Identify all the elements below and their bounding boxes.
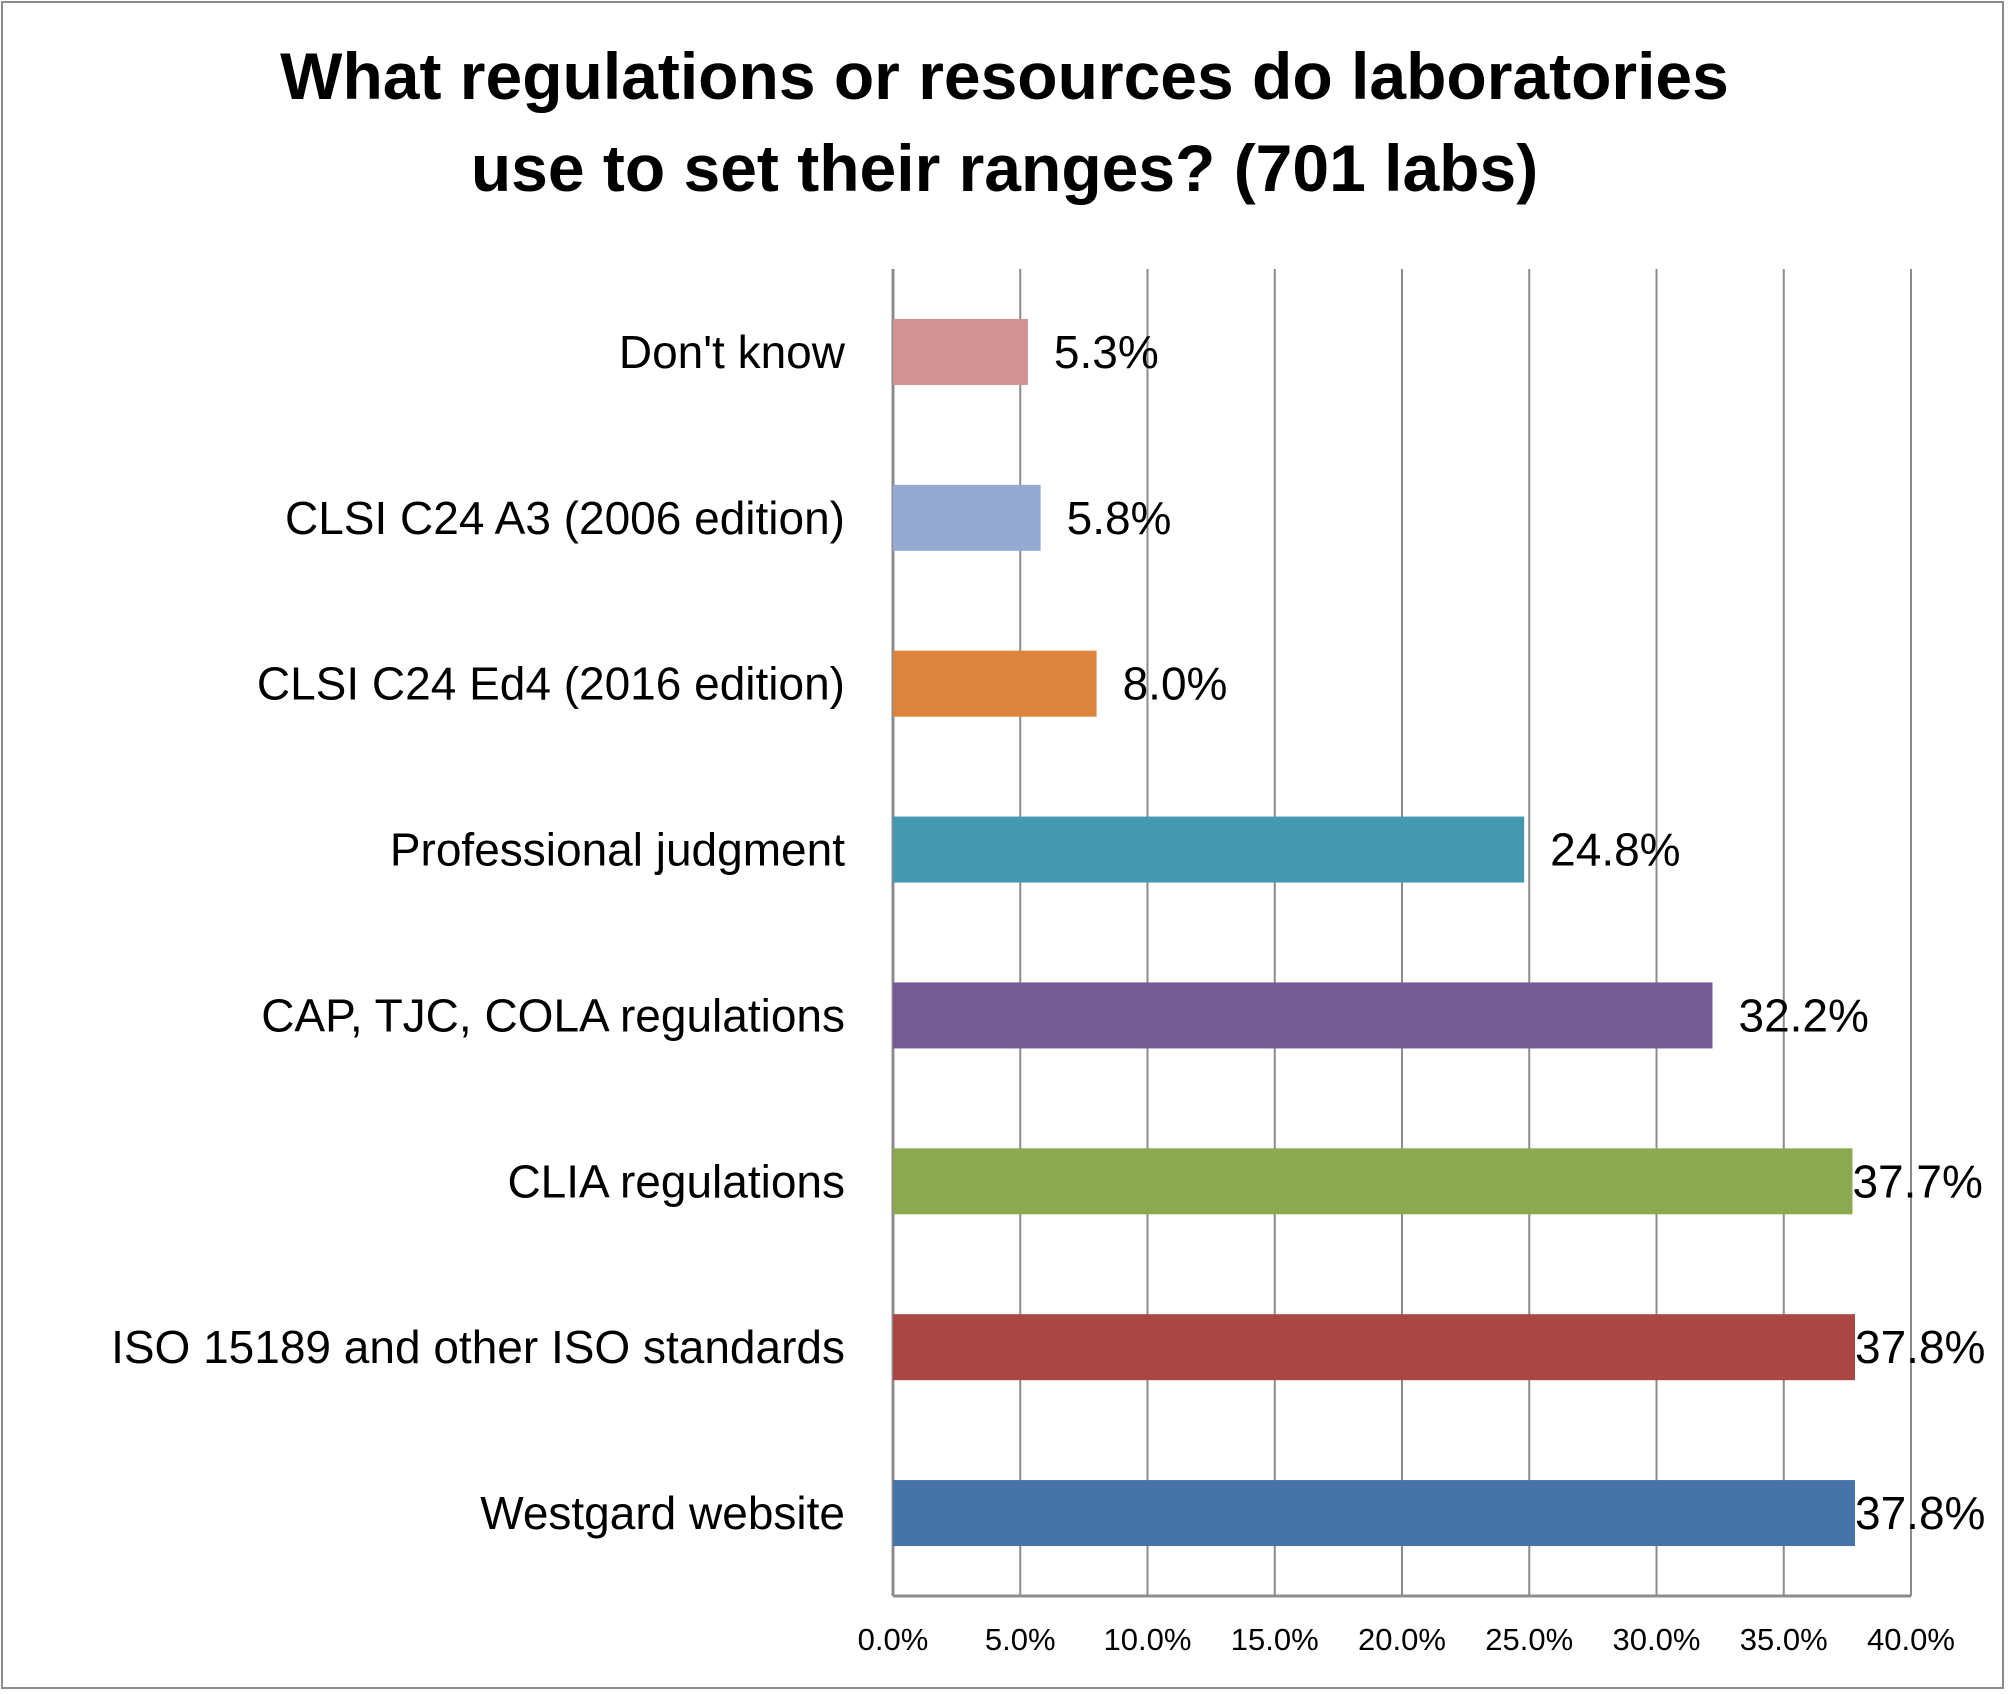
x-tick-label: 30.0% bbox=[1613, 1622, 1701, 1657]
x-tick-label: 40.0% bbox=[1867, 1622, 1955, 1657]
category-label: Don't know bbox=[619, 326, 846, 378]
data-label: 8.0% bbox=[1123, 658, 1228, 710]
data-label: 37.8% bbox=[1855, 1487, 1985, 1539]
category-label: CLIA regulations bbox=[507, 1155, 845, 1207]
data-label: 32.2% bbox=[1738, 989, 1868, 1041]
category-label: Westgard website bbox=[480, 1487, 845, 1539]
data-label: 24.8% bbox=[1550, 824, 1680, 876]
category-label: CLSI C24 A3 (2006 edition) bbox=[285, 492, 845, 544]
data-label: 37.8% bbox=[1855, 1321, 1985, 1373]
bar bbox=[893, 982, 1713, 1049]
chart-title-line-2: use to set their ranges? (701 labs) bbox=[470, 131, 1539, 205]
category-label: Professional judgment bbox=[390, 824, 845, 876]
bar bbox=[893, 1314, 1856, 1381]
x-tick-label: 10.0% bbox=[1104, 1622, 1192, 1657]
x-tick-label: 20.0% bbox=[1358, 1622, 1446, 1657]
bar bbox=[893, 1480, 1856, 1547]
x-tick-label: 0.0% bbox=[858, 1622, 929, 1657]
category-label: CLSI C24 Ed4 (2016 edition) bbox=[257, 658, 845, 710]
bar bbox=[893, 484, 1041, 551]
x-tick-label: 35.0% bbox=[1740, 1622, 1828, 1657]
x-tick-label: 15.0% bbox=[1231, 1622, 1319, 1657]
data-label: 5.8% bbox=[1067, 492, 1172, 544]
chart-title-line-1: What regulations or resources do laborat… bbox=[280, 39, 1729, 113]
chart-title: What regulations or resources do laborat… bbox=[0, 30, 2009, 214]
x-tick-label: 25.0% bbox=[1485, 1622, 1573, 1657]
bar bbox=[893, 318, 1028, 385]
data-label: 37.7% bbox=[1852, 1155, 1982, 1207]
bar bbox=[893, 650, 1097, 717]
x-tick-label: 5.0% bbox=[985, 1622, 1056, 1657]
category-label: CAP, TJC, COLA regulations bbox=[261, 989, 845, 1041]
data-label: 5.3% bbox=[1054, 326, 1159, 378]
bar bbox=[893, 816, 1525, 883]
bar bbox=[893, 1148, 1853, 1215]
category-label: ISO 15189 and other ISO standards bbox=[111, 1321, 845, 1373]
